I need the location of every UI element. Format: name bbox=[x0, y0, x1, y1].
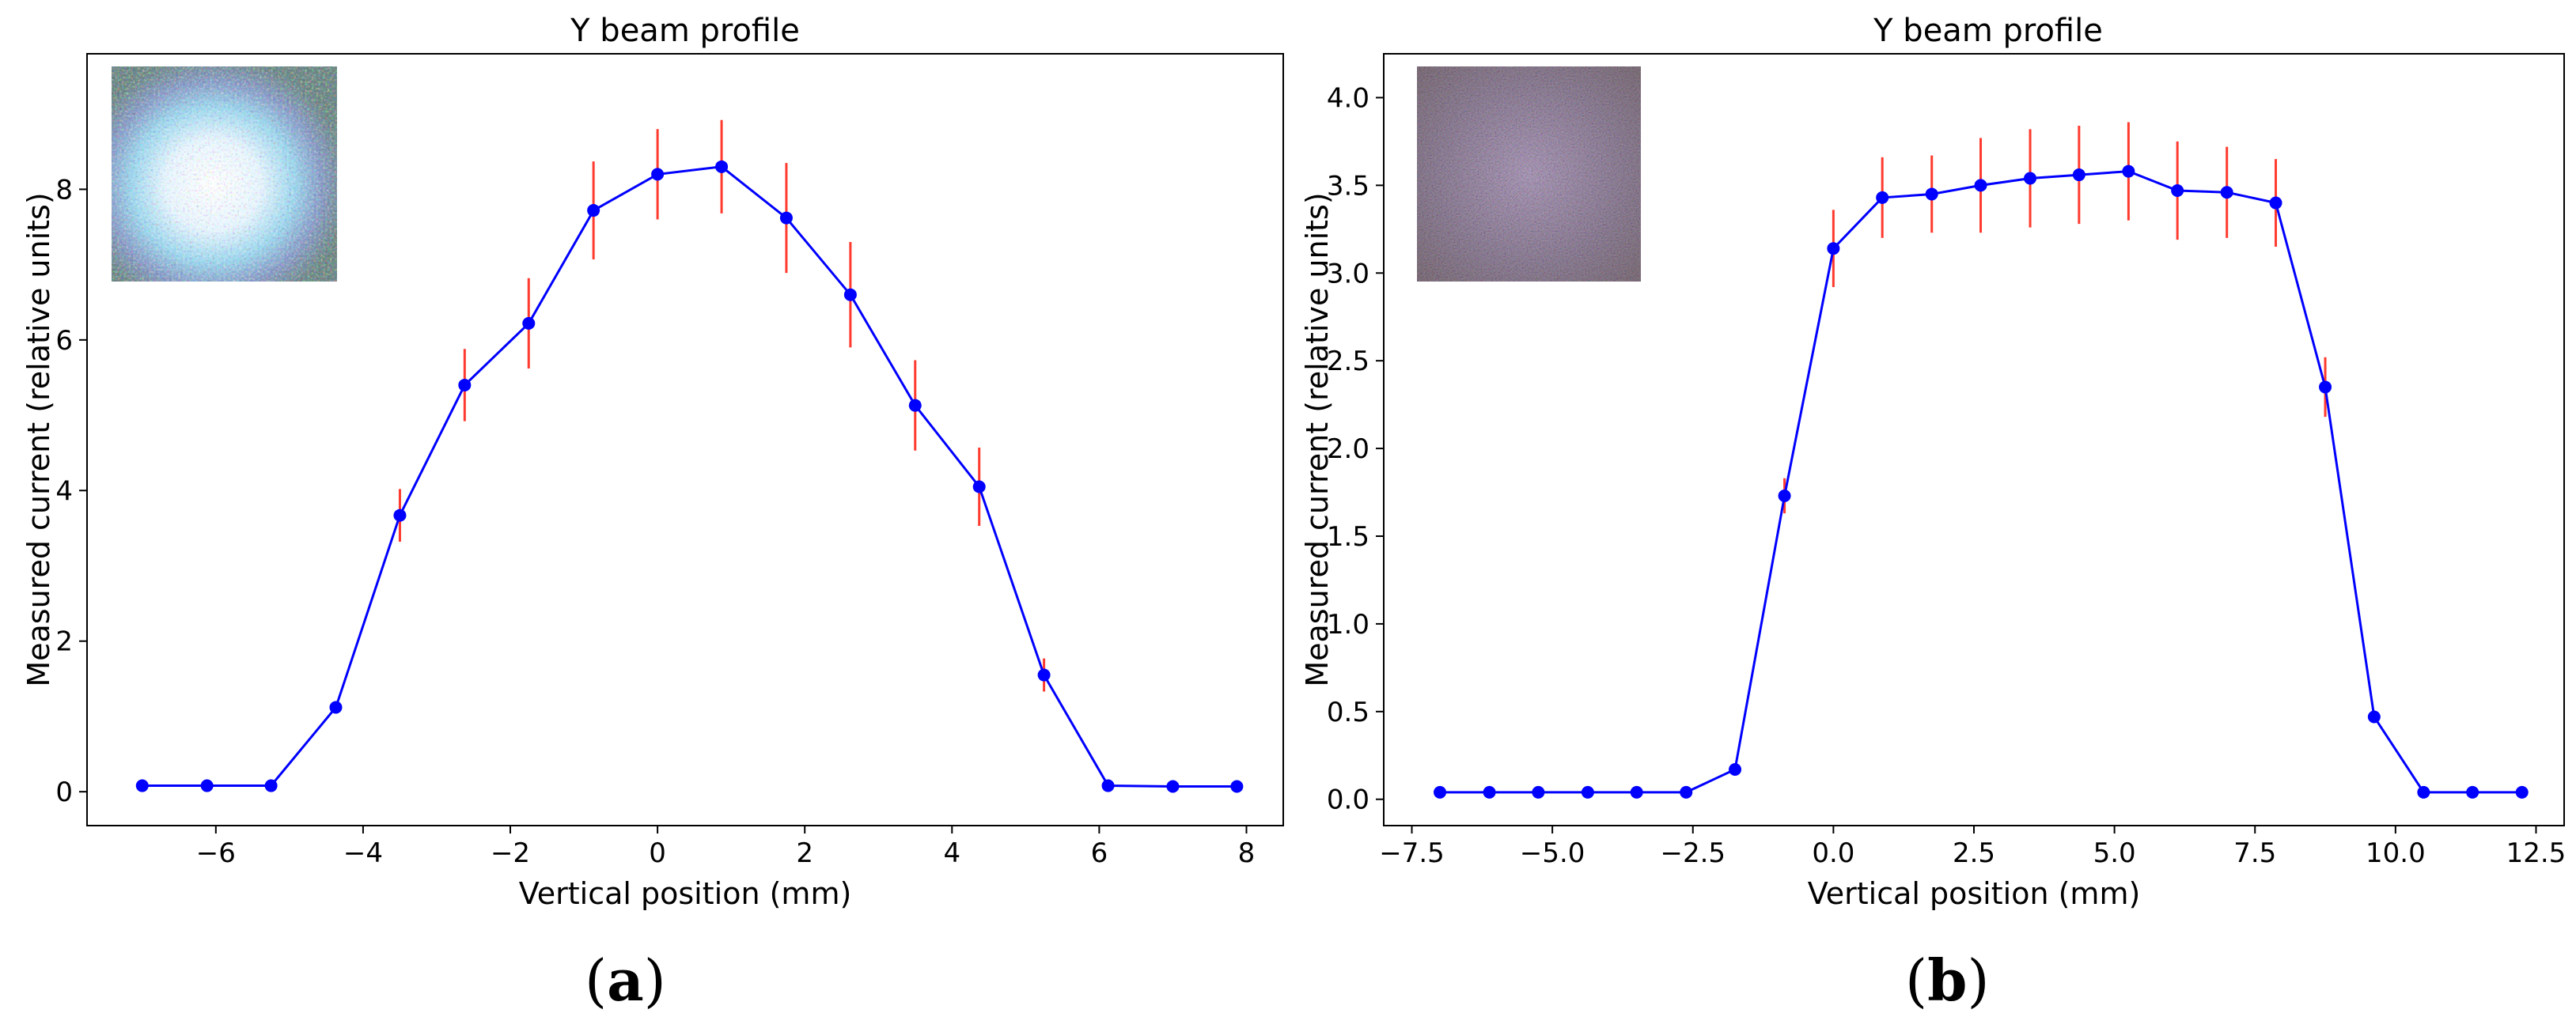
data-point bbox=[2269, 196, 2282, 210]
data-point bbox=[2417, 785, 2430, 799]
plot-area: −7.5 −5.0 −2.5 0.0 2.5 5.0 7.5 10.0 12.5 0.0 0.5 1.… bbox=[1327, 82, 2566, 869]
chart-title: Y beam profile bbox=[1873, 13, 2103, 49]
data-point bbox=[1166, 780, 1180, 793]
data-point bbox=[1630, 785, 1643, 799]
y-tick-label: 4.0 bbox=[1327, 82, 1369, 114]
data-point bbox=[329, 701, 343, 714]
data-point bbox=[2220, 186, 2233, 199]
panel-caption: (b) bbox=[1905, 947, 1990, 1014]
inset-image bbox=[112, 66, 337, 282]
data-point bbox=[200, 779, 214, 792]
data-point bbox=[2515, 785, 2529, 799]
x-tick-label: −4 bbox=[343, 837, 383, 869]
data-point bbox=[135, 779, 149, 792]
y-tick-label: 0 bbox=[55, 777, 73, 808]
chart-title: Y beam profile bbox=[570, 13, 800, 49]
x-tick-label: 0 bbox=[649, 837, 666, 869]
data-point bbox=[458, 378, 472, 391]
x-tick-label: 4 bbox=[943, 837, 960, 869]
x-tick-label: 2 bbox=[796, 837, 813, 869]
data-point bbox=[972, 480, 986, 493]
data-point bbox=[1230, 780, 1244, 793]
data-point bbox=[908, 399, 922, 412]
data-point bbox=[1434, 785, 1447, 799]
x-tick-label: −5.0 bbox=[1520, 837, 1585, 869]
y-tick-label: 2.0 bbox=[1327, 433, 1369, 465]
plot-area: −6 −4 −2 0 2 4 6 8 0 2 4 6 8 bbox=[55, 119, 1256, 869]
data-point bbox=[779, 211, 793, 225]
series-line bbox=[142, 165, 1237, 788]
data-point bbox=[522, 316, 536, 330]
panel-b: Y beam profile −7.5 −5.0 −2.5 0.0 2.5 5.0 7.5 1… bbox=[1300, 13, 2566, 1014]
data-point bbox=[2024, 172, 2037, 185]
data-point bbox=[2122, 164, 2135, 178]
data-point bbox=[393, 508, 407, 522]
y-tick-label: 1.5 bbox=[1327, 521, 1369, 553]
data-point bbox=[1827, 242, 1840, 255]
x-axis-label: Vertical position (mm) bbox=[519, 876, 852, 911]
data-point bbox=[2171, 184, 2184, 198]
data-point bbox=[2072, 168, 2085, 182]
data-point bbox=[1729, 763, 1742, 777]
data-point bbox=[651, 168, 665, 181]
data-point bbox=[2367, 710, 2381, 724]
x-tick-label: −2.5 bbox=[1660, 837, 1726, 869]
x-tick-label: 5.0 bbox=[2093, 837, 2136, 869]
y-tick-label: 6 bbox=[55, 325, 73, 357]
data-point bbox=[1974, 179, 1987, 192]
y-axis-label: Measured current (relative units) bbox=[1300, 192, 1335, 686]
data-point bbox=[843, 288, 857, 301]
data-point bbox=[1680, 785, 1693, 799]
data-point bbox=[1778, 489, 1791, 502]
axes-frame bbox=[1383, 53, 2565, 826]
data-point bbox=[264, 779, 278, 792]
x-tick-label: −7.5 bbox=[1379, 837, 1445, 869]
y-tick-label: 4 bbox=[55, 475, 73, 507]
y-tick-label: 3.0 bbox=[1327, 258, 1369, 289]
data-point bbox=[715, 160, 729, 173]
data-point bbox=[1925, 187, 1938, 201]
y-tick-label: 0.0 bbox=[1327, 784, 1369, 816]
data-point bbox=[1876, 191, 1889, 204]
x-tick-label: −2 bbox=[491, 837, 530, 869]
x-tick-label: −6 bbox=[196, 837, 236, 869]
data-point bbox=[587, 204, 600, 217]
x-tick-label: 8 bbox=[1238, 837, 1256, 869]
axes-frame bbox=[86, 53, 1284, 826]
y-axis-label: Measured current (relative units) bbox=[21, 192, 56, 686]
data-point bbox=[2466, 785, 2479, 799]
data-point bbox=[1581, 785, 1594, 799]
data-point bbox=[1532, 785, 1545, 799]
x-tick-label: 6 bbox=[1091, 837, 1108, 869]
y-tick-label: 2 bbox=[55, 626, 73, 658]
x-tick-label: 2.5 bbox=[1953, 837, 1995, 869]
x-axis-label: Vertical position (mm) bbox=[1808, 876, 2141, 911]
y-tick-label: 1.0 bbox=[1327, 609, 1369, 641]
x-tick-label: 0.0 bbox=[1812, 837, 1854, 869]
panel-a: Y beam profile −6 −4 −2 0 2 4 6 8 0 2 4 6 8 Vertical… bbox=[21, 13, 1284, 1014]
y-tick-label: 0.5 bbox=[1327, 697, 1369, 728]
x-tick-label: 10.0 bbox=[2366, 837, 2426, 869]
x-tick-label: 12.5 bbox=[2506, 837, 2567, 869]
y-tick-label: 2.5 bbox=[1327, 346, 1369, 377]
inset-image bbox=[1417, 66, 1641, 282]
data-point bbox=[1101, 779, 1115, 792]
data-point bbox=[1037, 668, 1051, 682]
y-tick-label: 8 bbox=[55, 174, 73, 206]
data-point bbox=[2319, 380, 2332, 394]
panel-caption: (a) bbox=[585, 947, 666, 1014]
inset-beam-spot bbox=[1417, 66, 1641, 282]
inset-beam-spot bbox=[112, 66, 337, 282]
data-point bbox=[1483, 785, 1496, 799]
y-tick-label: 3.5 bbox=[1327, 170, 1369, 202]
x-tick-label: 7.5 bbox=[2233, 837, 2276, 869]
